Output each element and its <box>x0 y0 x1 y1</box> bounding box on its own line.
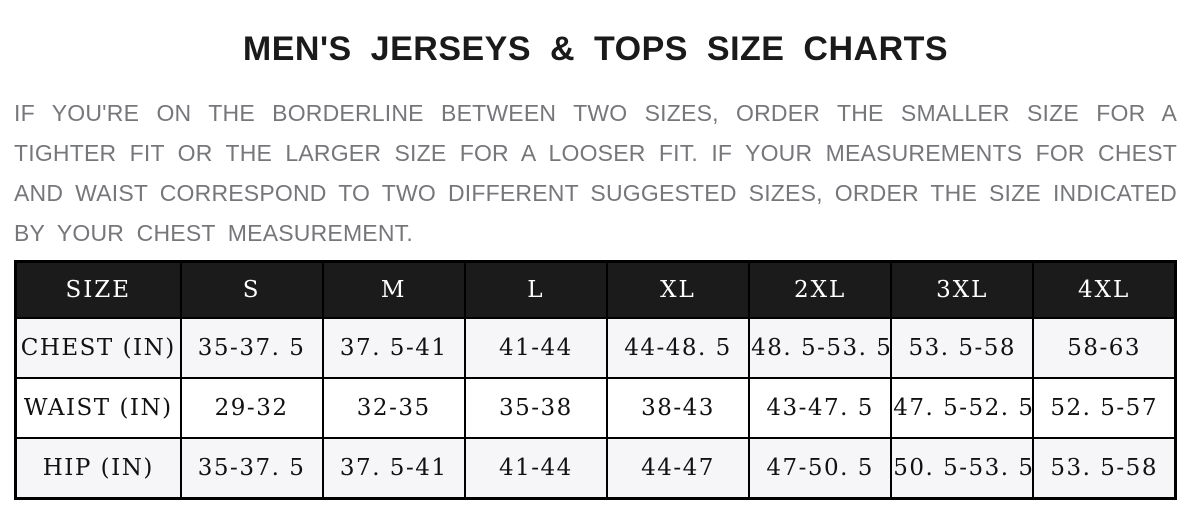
waist-value-xl: 38-43 <box>605 377 751 439</box>
intro-line-4: BY YOUR CHEST MEASUREMENT. <box>14 220 413 246</box>
header-row: SIZE S M L XL 2XL 3XL 4XL <box>14 260 1177 319</box>
chest-value-l: 41-44 <box>463 317 608 379</box>
column-header-2xl: 2XL <box>748 260 893 319</box>
row-label-chest: CHEST (IN) <box>14 317 182 379</box>
size-chart-table: SIZE S M L XL 2XL 3XL 4XL CHEST (IN) 35-… <box>14 260 1177 500</box>
chest-value-3xl: 53. 5-58 <box>890 317 1035 379</box>
chest-value-s: 35-37. 5 <box>179 317 324 379</box>
column-header-size: SIZE <box>14 260 182 319</box>
hip-value-xl: 44-47 <box>605 437 751 500</box>
page-title: MEN'S JERSEYS & TOPS SIZE CHARTS <box>242 30 949 68</box>
column-header-3xl: 3XL <box>890 260 1035 319</box>
column-header-l: L <box>463 260 608 319</box>
chest-value-4xl: 58-63 <box>1032 317 1177 379</box>
table-row-chest: CHEST (IN) 35-37. 5 37. 5-41 41-44 44-48… <box>14 317 1177 379</box>
table-row-hip: HIP (IN) 35-37. 5 37. 5-41 41-44 44-47 4… <box>14 437 1177 500</box>
waist-value-s: 29-32 <box>179 377 324 439</box>
waist-value-3xl: 47. 5-52. 5 <box>890 377 1035 439</box>
waist-value-2xl: 43-47. 5 <box>748 377 893 439</box>
hip-value-4xl: 53. 5-58 <box>1032 437 1177 500</box>
waist-value-l: 35-38 <box>463 377 608 439</box>
row-label-hip: HIP (IN) <box>14 437 182 500</box>
hip-value-m: 37. 5-41 <box>321 437 466 500</box>
intro-paragraph: IF YOU'RE ON THE BORDERLINE BETWEEN TWO … <box>14 93 1177 253</box>
intro-line-3: AND WAIST CORRESPOND TO TWO DIFFERENT SU… <box>14 180 1177 206</box>
column-header-m: M <box>321 260 466 319</box>
hip-value-l: 41-44 <box>463 437 608 500</box>
hip-value-2xl: 47-50. 5 <box>748 437 893 500</box>
hip-value-3xl: 50. 5-53. 5 <box>890 437 1035 500</box>
row-label-waist: WAIST (IN) <box>14 377 182 439</box>
chest-value-xl: 44-48. 5 <box>605 317 751 379</box>
column-header-4xl: 4XL <box>1032 260 1177 319</box>
waist-value-m: 32-35 <box>321 377 466 439</box>
column-header-xl: XL <box>605 260 751 319</box>
waist-value-4xl: 52. 5-57 <box>1032 377 1177 439</box>
hip-value-s: 35-37. 5 <box>179 437 324 500</box>
table-row-waist: WAIST (IN) 29-32 32-35 35-38 38-43 43-47… <box>14 377 1177 439</box>
intro-line-1: IF YOU'RE ON THE BORDERLINE BETWEEN TWO … <box>14 100 1177 126</box>
chest-value-m: 37. 5-41 <box>321 317 466 379</box>
intro-line-2: TIGHTER FIT OR THE LARGER SIZE FOR A LOO… <box>14 140 1177 166</box>
column-header-s: S <box>179 260 324 319</box>
chest-value-2xl: 48. 5-53. 5 <box>748 317 893 379</box>
